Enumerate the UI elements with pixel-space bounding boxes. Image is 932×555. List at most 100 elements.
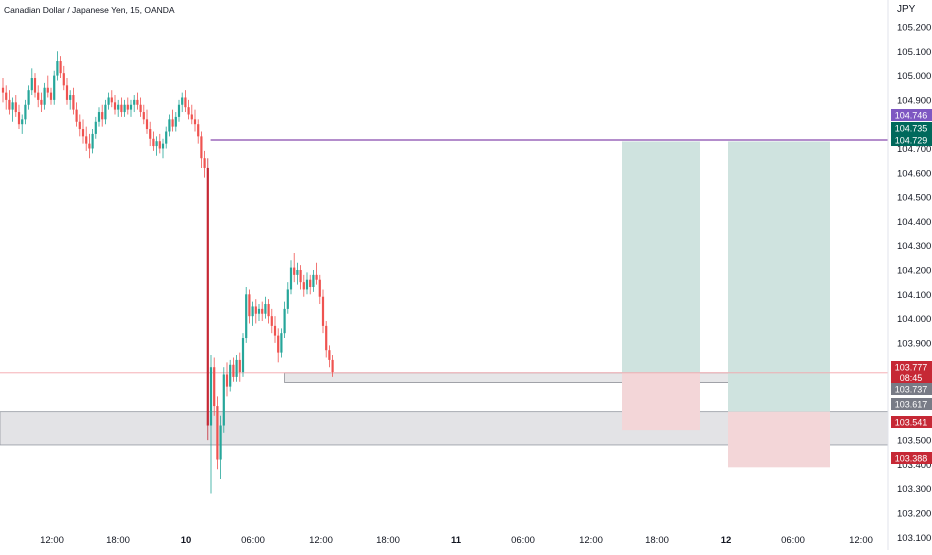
candle-body [56, 61, 59, 76]
candle-body [75, 109, 78, 122]
candle-body [289, 267, 293, 290]
candle-body [101, 112, 104, 120]
candle-body [149, 129, 152, 139]
candle-body [177, 104, 181, 117]
time-tick-label: 18:00 [106, 535, 130, 546]
symbol-title: Canadian Dollar / Japanese Yen, 15, OAND… [4, 5, 175, 15]
price-badge-label: 103.737 [895, 385, 928, 395]
candle-body [209, 367, 213, 426]
price-badge [891, 109, 932, 121]
candle-body [113, 102, 117, 110]
candle-body [245, 294, 248, 339]
candle-body [129, 104, 133, 110]
price-tick-label: 105.000 [897, 71, 931, 82]
candle-body [33, 78, 37, 93]
candle-body [40, 99, 43, 105]
candle-body [27, 90, 30, 105]
price-badge-label: 103.541 [895, 418, 928, 428]
candle-body [190, 114, 193, 120]
position-stop-zone[interactable] [728, 411, 830, 468]
time-tick-label: 11 [451, 535, 462, 546]
time-tick-label: 18:00 [645, 535, 669, 546]
candle-body [312, 274, 315, 288]
candle-body [78, 121, 81, 130]
price-badge [891, 383, 932, 395]
candle-body [261, 308, 264, 314]
price-tick-label: 103.400 [897, 460, 931, 471]
candle-body [238, 359, 241, 373]
candle-body [251, 306, 254, 317]
price-badge [891, 122, 932, 134]
candle-body [235, 359, 238, 377]
time-tick-label: 18:00 [376, 535, 400, 546]
candle-body [222, 374, 225, 426]
candle-body [59, 61, 62, 74]
candle-body [8, 99, 11, 110]
price-tick-label: 103.100 [897, 533, 931, 544]
candle-body [123, 104, 126, 113]
position-stop-zone[interactable] [622, 372, 700, 431]
candle-body [181, 97, 184, 105]
position-target-zone[interactable] [728, 141, 830, 412]
price-badge-label: 104.729 [895, 136, 928, 146]
position-target-zone[interactable] [622, 141, 700, 373]
candle-body [286, 289, 289, 309]
candle-body [94, 121, 97, 134]
price-tick-label: 105.200 [897, 23, 931, 34]
candle-body [30, 78, 33, 91]
time-tick-label: 10 [181, 535, 192, 546]
price-badge [891, 361, 932, 384]
candle-body [72, 95, 75, 110]
time-tick-label: 12 [721, 535, 732, 546]
candle-body [107, 97, 110, 105]
price-tick-label: 104.700 [897, 144, 931, 155]
candle-body [277, 335, 280, 353]
candle-body [296, 270, 299, 275]
price-badge [891, 416, 932, 428]
candle-body [315, 274, 318, 280]
candle-body [264, 304, 267, 314]
price-axis-currency: JPY [897, 4, 916, 15]
candle-body [69, 95, 72, 100]
candle-body [5, 92, 8, 100]
price-tick-label: 104.000 [897, 314, 931, 325]
price-tick-label: 105.100 [897, 47, 931, 58]
candle-body [46, 87, 49, 93]
price-tick-label: 104.500 [897, 193, 931, 204]
candle-body [168, 119, 171, 132]
candle-body [21, 119, 24, 125]
time-tick-label: 06:00 [241, 535, 265, 546]
time-tick-label: 12:00 [849, 535, 873, 546]
candle-body [161, 143, 165, 149]
price-badge-countdown: 08:45 [900, 373, 923, 383]
price-badge-label: 104.746 [895, 111, 928, 121]
candle-body [136, 99, 139, 105]
candle-body [49, 92, 53, 100]
price-badge [891, 398, 932, 410]
candle-body [206, 167, 209, 426]
price-tick-label: 104.600 [897, 168, 931, 179]
candle-body [302, 282, 305, 290]
price-badge-label: 103.777 [895, 363, 928, 373]
candle-body [225, 374, 229, 387]
candle-body [193, 119, 197, 125]
time-tick-label: 06:00 [511, 535, 535, 546]
candle-body [81, 129, 85, 137]
candle-body [91, 133, 94, 149]
candle-body [283, 308, 286, 334]
price-badge [891, 134, 932, 146]
price-tick-label: 104.100 [897, 290, 931, 301]
candle-body [213, 367, 216, 407]
candle-body [120, 104, 123, 113]
price-badge-label: 103.617 [895, 400, 928, 410]
candle-body [62, 73, 65, 86]
candle-body [85, 136, 88, 144]
price-tick-label: 103.200 [897, 509, 931, 520]
candle-body [280, 333, 283, 353]
candle-body [273, 325, 277, 336]
candle-body [200, 136, 203, 159]
candle-body [152, 138, 155, 147]
candle-body [65, 85, 69, 100]
